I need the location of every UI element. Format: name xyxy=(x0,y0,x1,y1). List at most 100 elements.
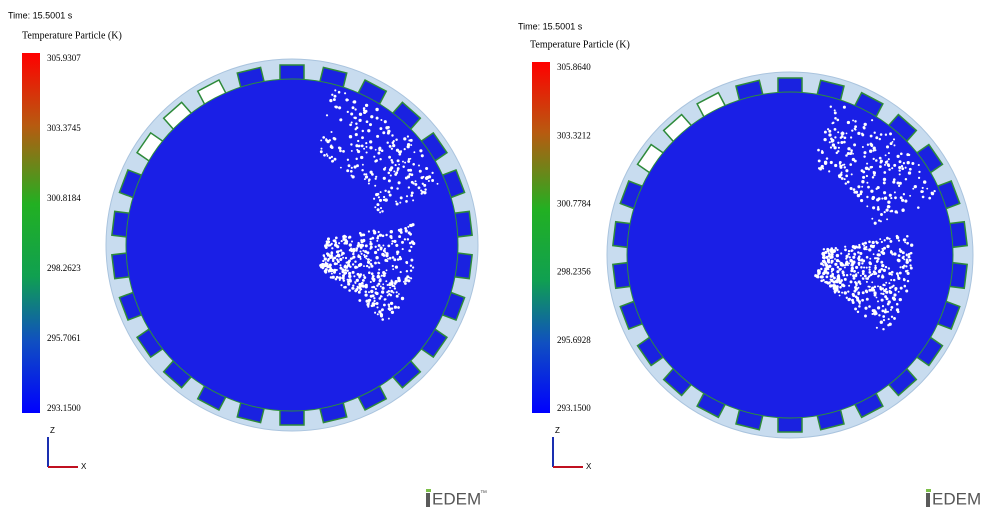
particle-void xyxy=(874,222,877,225)
particle-void xyxy=(877,306,880,309)
particle-void xyxy=(849,152,852,155)
particle-void xyxy=(376,302,379,305)
particle-void xyxy=(892,181,895,184)
particle-void xyxy=(835,247,837,249)
particle-void xyxy=(898,254,901,257)
particle-void xyxy=(883,191,886,194)
particle-void xyxy=(369,140,372,143)
particle-void xyxy=(922,190,924,192)
particle-void xyxy=(347,279,349,281)
particle-void xyxy=(367,306,369,308)
particle-void xyxy=(830,161,833,164)
particle-void xyxy=(348,236,351,239)
particle-void xyxy=(875,272,878,275)
particle-void xyxy=(868,269,870,271)
particle-void xyxy=(370,281,372,283)
particle-void xyxy=(386,291,388,293)
particle-void xyxy=(387,190,390,193)
particle-void xyxy=(877,206,879,208)
particle-void xyxy=(380,119,382,121)
particle-void xyxy=(904,241,906,243)
particle-void xyxy=(871,218,873,220)
color-bar xyxy=(22,53,40,413)
particle-void xyxy=(357,273,360,276)
particle-void xyxy=(823,248,825,250)
particle-void xyxy=(380,246,383,249)
particle-void xyxy=(363,148,365,150)
particle-void xyxy=(366,303,369,306)
particle-void xyxy=(866,298,869,301)
particle-void xyxy=(836,249,838,251)
particle-void xyxy=(850,274,852,276)
particle-void xyxy=(339,118,342,121)
particle-void xyxy=(826,272,829,275)
particle-void xyxy=(326,153,328,155)
particle-void xyxy=(871,281,873,283)
particle-void xyxy=(824,131,827,134)
legend-label: 300.7784 xyxy=(557,198,591,208)
particle-void xyxy=(333,98,336,101)
particle-void xyxy=(428,180,430,182)
particle-void xyxy=(352,285,354,287)
particle-void xyxy=(355,133,358,136)
particle-void xyxy=(398,235,401,238)
particle-void xyxy=(883,269,886,272)
particle-void xyxy=(398,279,401,282)
particle-void xyxy=(350,112,353,115)
particle-void xyxy=(883,319,885,321)
particle-void xyxy=(345,98,348,101)
particle-void xyxy=(431,179,434,182)
particle-void xyxy=(836,270,839,273)
particle-void xyxy=(395,244,398,247)
particle-void xyxy=(912,188,914,190)
particle-void xyxy=(371,237,374,240)
particle-void xyxy=(365,244,368,247)
particle-void xyxy=(886,237,889,240)
particle-void xyxy=(823,256,826,259)
particle-void xyxy=(926,188,928,190)
particle-void xyxy=(362,164,364,166)
particle-void xyxy=(892,296,895,299)
particle-void xyxy=(400,196,403,199)
particle-void xyxy=(834,164,837,167)
particle-void xyxy=(890,250,892,252)
particle-void xyxy=(331,247,333,249)
particle-void xyxy=(320,139,322,141)
particle-void xyxy=(399,257,402,260)
particle-void xyxy=(861,133,864,136)
particle-void xyxy=(853,277,856,280)
particle-void xyxy=(390,186,393,189)
particle-void xyxy=(883,181,886,184)
particle-void xyxy=(831,260,834,263)
particle-void xyxy=(859,252,861,254)
particle-void xyxy=(842,274,845,277)
particle-void xyxy=(361,169,363,171)
particle-void xyxy=(358,119,361,122)
particle-void xyxy=(367,129,370,132)
particle-void xyxy=(385,280,387,282)
particle-void xyxy=(876,327,878,329)
particle-void xyxy=(853,270,856,273)
particle-void xyxy=(351,150,353,152)
particle-void xyxy=(854,128,856,130)
particle-void xyxy=(405,229,408,232)
particle-void xyxy=(320,150,323,153)
particle-void xyxy=(880,293,882,295)
particle-void xyxy=(918,177,920,179)
particle-void xyxy=(851,173,853,175)
particle-void xyxy=(885,288,887,290)
particle-void xyxy=(884,197,887,200)
particle-void xyxy=(931,192,934,195)
particle-void xyxy=(364,178,366,180)
legend-label: 303.3745 xyxy=(47,123,81,133)
particle-void xyxy=(336,269,338,271)
particle-void xyxy=(830,251,832,253)
legend-label: 295.7061 xyxy=(47,333,81,343)
particle-void xyxy=(862,176,865,179)
particle-void xyxy=(394,306,397,309)
particle-void xyxy=(838,147,840,149)
panel: Time: 15.5001 sTemperature Particle (K)3… xyxy=(8,10,487,508)
particle-void xyxy=(397,159,400,162)
particle-void xyxy=(834,128,837,131)
particle-void xyxy=(393,140,395,142)
